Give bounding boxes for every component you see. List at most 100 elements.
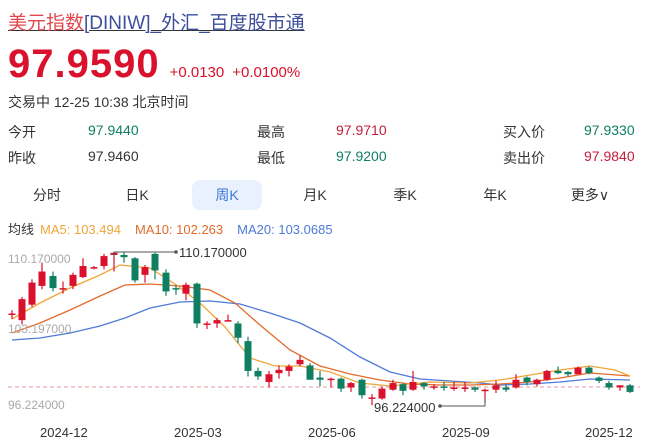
candle (358, 378, 366, 399)
tab-quarterly-k[interactable]: 季K (393, 187, 417, 203)
open-value: 97.9440 (88, 122, 139, 138)
candle (224, 314, 232, 322)
bid-value: 97.9330 (584, 122, 635, 138)
ask-label: 卖出价 (503, 150, 545, 166)
candle (585, 366, 593, 375)
trading-status: 交易中 12-25 10:38 北京时间 (8, 94, 189, 110)
ma20-value: MA20: 103.0685 (237, 222, 333, 237)
candle (461, 381, 469, 392)
tab-daily-k[interactable]: 日K (125, 187, 149, 203)
candle (79, 258, 87, 279)
tab-monthly-k[interactable]: 月K (303, 187, 327, 203)
candle (512, 374, 520, 389)
candle (502, 384, 510, 392)
price-row: 97.9590 +0.0130 +0.0100% (8, 42, 308, 86)
candle (141, 264, 149, 283)
min-marker-label: 96.224000 (374, 400, 436, 415)
candle (49, 271, 57, 292)
candle (8, 310, 16, 320)
candle (59, 281, 67, 294)
candle (234, 321, 242, 344)
min-marker (438, 398, 486, 408)
bid-label: 买入价 (503, 124, 545, 140)
candle (18, 296, 26, 325)
candle (265, 370, 273, 388)
prev-close-value: 97.9460 (88, 148, 139, 164)
candle (543, 369, 551, 381)
x-axis-label-2025-03: 2025-03 (174, 425, 222, 440)
max-marker (113, 250, 178, 257)
title-source[interactable]: [DINIW]_外汇_百度股市通 (84, 13, 305, 34)
x-axis-label-2025-12: 2025-12 (585, 425, 633, 440)
tab-weekly-k[interactable]: 周K (192, 180, 262, 210)
x-axis-label-2025-06: 2025-06 (308, 425, 356, 440)
low-label: 最低 (257, 150, 285, 166)
y-axis-max-label: 110.170000 (8, 252, 71, 266)
page-title[interactable]: 美元指数[DINIW]_外汇_百度股市通 (8, 8, 305, 35)
low-value: 97.9200 (336, 148, 387, 164)
candle (554, 366, 562, 375)
candle (450, 381, 458, 391)
candle (151, 252, 159, 280)
max-marker-label: 110.170000 (179, 245, 247, 260)
candle (131, 257, 139, 283)
candlestick-chart[interactable] (0, 240, 650, 448)
candle (162, 269, 170, 296)
candle (368, 394, 376, 406)
open-label: 今开 (8, 124, 36, 140)
candle (378, 386, 386, 400)
period-tabs: 分时 日K 周K 月K 季K 年K 更多∨ (0, 180, 650, 210)
ask-value: 97.9840 (584, 148, 635, 164)
candle (409, 370, 417, 391)
y-axis-min-label: 96.224000 (8, 398, 65, 412)
candle (420, 381, 428, 390)
candle (399, 383, 407, 396)
candle (28, 279, 36, 307)
y-axis-mid-label: 103.197000 (8, 322, 72, 336)
candle (69, 272, 77, 290)
change-value: +0.0130 (169, 64, 225, 81)
candle (626, 384, 634, 394)
change-percent: +0.0100% (232, 64, 301, 81)
current-price: 97.9590 (8, 42, 160, 86)
x-axis-label-2025-09: 2025-09 (442, 425, 490, 440)
candle (595, 376, 603, 384)
candle (574, 366, 582, 375)
candle (296, 355, 304, 367)
prev-close-label: 昨收 (8, 150, 36, 166)
candle (172, 284, 180, 295)
candle (347, 381, 355, 392)
candle (533, 378, 541, 387)
tab-intraday[interactable]: 分时 (33, 187, 61, 203)
candle (213, 317, 221, 328)
high-value: 97.9710 (336, 122, 387, 138)
candle (90, 266, 98, 270)
candle (389, 379, 397, 391)
candle (337, 377, 345, 392)
tab-more-dropdown[interactable]: 更多∨ (570, 187, 610, 203)
candles-group (8, 252, 634, 406)
candle (564, 370, 572, 377)
candle (616, 385, 624, 391)
candle (523, 376, 531, 386)
candle (38, 262, 46, 290)
candle (316, 370, 324, 387)
candle (100, 253, 108, 270)
candle (306, 363, 314, 380)
price-change: +0.0130 +0.0100% (170, 64, 309, 81)
candle (203, 321, 211, 329)
candle (471, 386, 479, 392)
moving-average-legend: 均线 MA5: 103.494 MA10: 102.263 MA20: 103.068… (8, 219, 347, 238)
high-label: 最高 (257, 124, 285, 140)
candle (285, 364, 293, 377)
candle (182, 282, 190, 301)
candle (440, 381, 448, 391)
title-index-name[interactable]: 美元指数 (8, 13, 85, 34)
tab-yearly-k[interactable]: 年K (483, 187, 507, 203)
candle (120, 252, 128, 263)
candle (254, 367, 262, 380)
candle (193, 282, 201, 328)
x-axis-label-2024-12: 2024-12 (40, 425, 88, 440)
candle (430, 384, 438, 390)
candle (327, 377, 335, 388)
